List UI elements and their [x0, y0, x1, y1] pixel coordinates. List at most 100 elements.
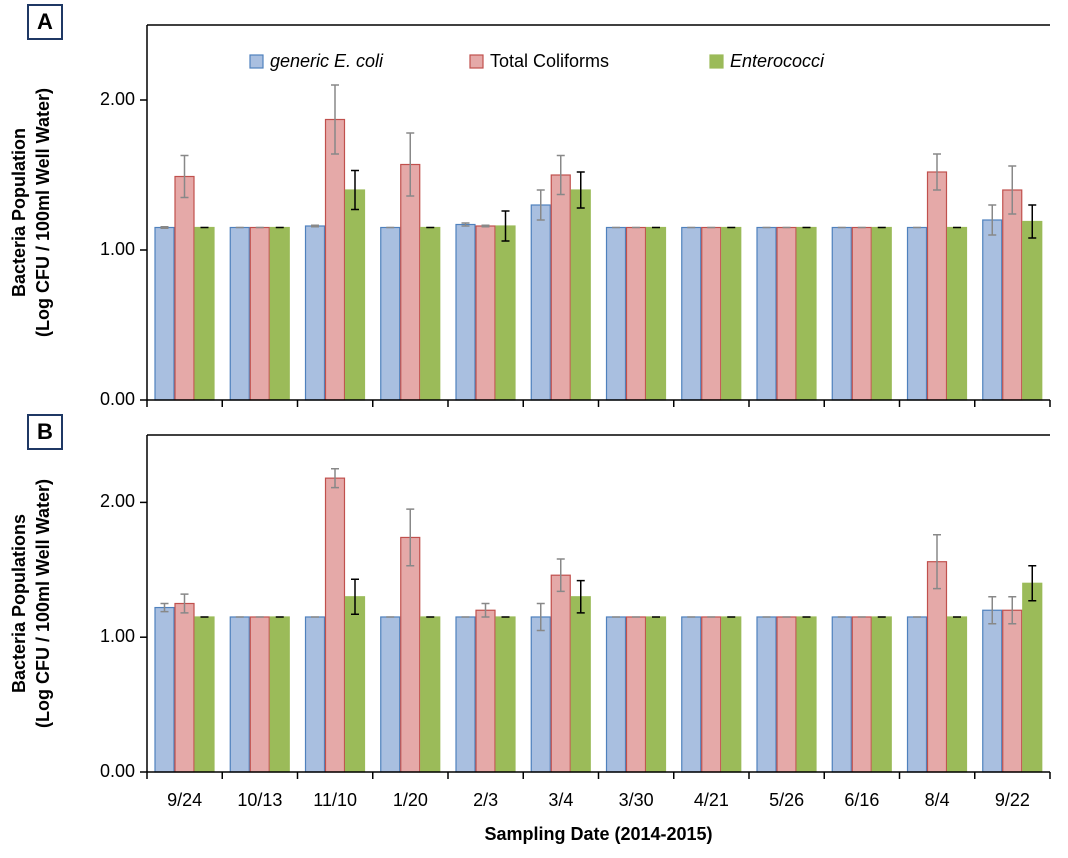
bar [455, 223, 476, 401]
bar [194, 226, 215, 401]
error-bar [576, 579, 585, 614]
y-tick-label: 1.00 [100, 239, 135, 259]
error-bar [180, 593, 189, 614]
error-bar [331, 467, 339, 489]
error-bar [576, 171, 585, 209]
bar [851, 226, 872, 401]
bar [851, 616, 872, 773]
x-tick-label: 3/4 [548, 790, 573, 810]
bar [420, 616, 441, 773]
bar [625, 226, 647, 401]
error-bar [180, 154, 189, 199]
bar [701, 616, 722, 773]
bar [756, 616, 777, 773]
error-bar [406, 132, 415, 197]
y-tick-label: 2.00 [100, 89, 135, 109]
bar [174, 175, 195, 401]
error-bar [556, 558, 565, 593]
x-tick-label: 1/20 [393, 790, 428, 810]
bar [420, 226, 441, 401]
bar [756, 226, 777, 401]
bar [721, 616, 742, 773]
bar [380, 226, 401, 401]
bar [324, 477, 346, 773]
bar [721, 226, 742, 401]
bar [229, 226, 250, 401]
bar [982, 219, 1003, 401]
error-bar [556, 154, 565, 196]
bar [570, 189, 591, 401]
bar [475, 225, 496, 401]
y-axis-title: (Log CFU / 100ml Well Water) [33, 88, 53, 337]
x-tick-label: 6/16 [844, 790, 879, 810]
bar [681, 226, 702, 401]
legend-label: Enterococci [730, 51, 825, 71]
bar [380, 616, 401, 773]
bar [344, 596, 366, 773]
bar [605, 616, 627, 773]
y-tick-label: 1.00 [100, 626, 135, 646]
error-bar [160, 226, 169, 229]
bar [946, 616, 968, 773]
bar [455, 616, 476, 773]
error-bar [481, 602, 490, 618]
bar [625, 616, 647, 773]
bar [324, 118, 346, 401]
x-tick-label: 9/22 [995, 790, 1030, 810]
bar [269, 616, 290, 773]
bar [796, 226, 817, 401]
bar [495, 616, 516, 773]
panel-label: A [37, 9, 53, 34]
x-tick-label: 8/4 [925, 790, 950, 810]
error-bar [501, 210, 510, 242]
bar [831, 616, 852, 773]
bar [400, 536, 421, 773]
error-bar [933, 534, 941, 590]
x-axis-title: Sampling Date (2014-2015) [484, 824, 712, 844]
bar [645, 226, 667, 401]
bar [344, 189, 366, 401]
bar [495, 225, 516, 401]
legend-swatch [709, 54, 724, 69]
bar [681, 616, 702, 773]
bar [982, 609, 1003, 773]
y-axis-title: Bacteria Populations [9, 514, 29, 693]
bar [249, 616, 270, 773]
error-bar [311, 224, 319, 228]
bar [154, 226, 175, 401]
x-tick-label: 11/10 [313, 790, 357, 810]
bar [550, 574, 571, 773]
bar [796, 616, 817, 773]
panel-label-box [27, 4, 63, 40]
bar [906, 616, 928, 773]
bar [194, 616, 215, 773]
bar [871, 226, 892, 401]
error-bar [536, 189, 545, 221]
bar [926, 171, 948, 401]
error-bar [1028, 204, 1037, 239]
bar [1022, 582, 1043, 773]
bar [475, 609, 496, 773]
bar [530, 204, 551, 401]
x-tick-label: 4/21 [694, 790, 729, 810]
panel-label: B [37, 419, 53, 444]
error-bar [536, 602, 545, 632]
error-bar [1008, 165, 1017, 215]
bar [946, 226, 968, 401]
bar [645, 616, 667, 773]
bar [550, 174, 571, 401]
legend-swatch [469, 54, 484, 69]
bar [174, 602, 195, 773]
bar [530, 616, 551, 773]
x-tick-label: 9/24 [167, 790, 202, 810]
legend-label: Total Coliforms [490, 51, 609, 71]
x-tick-label: 5/26 [769, 790, 804, 810]
bar [701, 226, 722, 401]
error-bar [351, 169, 359, 211]
bar [1002, 189, 1023, 401]
x-tick-label: 10/13 [237, 790, 282, 810]
bar [400, 163, 421, 401]
bar [1022, 220, 1043, 401]
bar [304, 225, 326, 401]
error-bar [933, 153, 941, 191]
